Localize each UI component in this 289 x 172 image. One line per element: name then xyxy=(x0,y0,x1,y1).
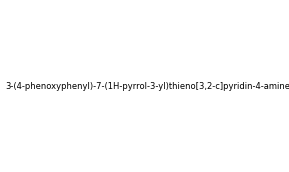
Text: 3-(4-phenoxyphenyl)-7-(1H-pyrrol-3-yl)thieno[3,2-c]pyridin-4-amine: 3-(4-phenoxyphenyl)-7-(1H-pyrrol-3-yl)th… xyxy=(5,82,289,91)
